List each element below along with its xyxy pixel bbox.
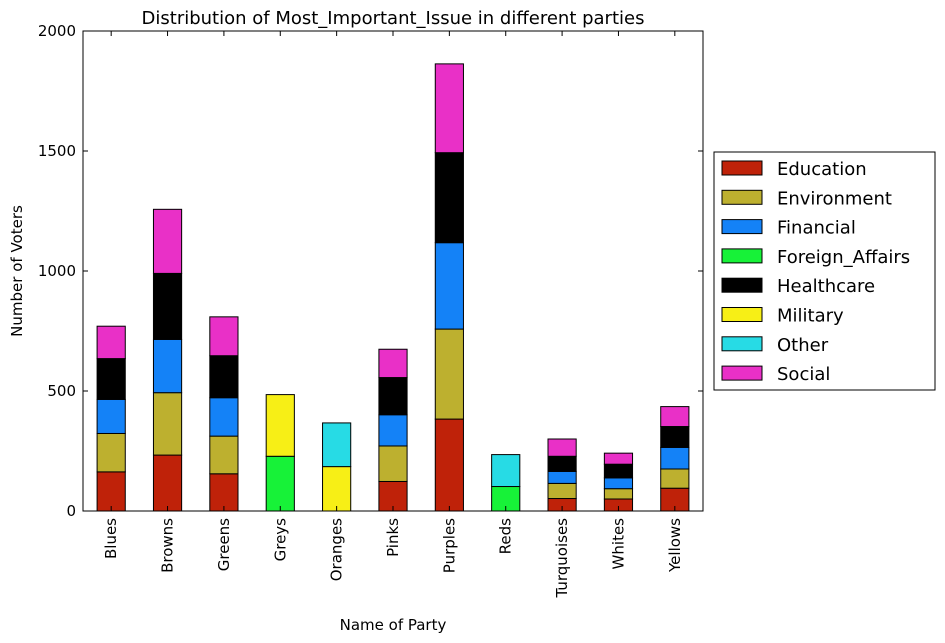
bar-segment — [434, 152, 464, 244]
bar-segment — [152, 272, 183, 340]
bar-segment — [209, 397, 239, 437]
bar-segment — [660, 468, 690, 489]
bar-segment — [547, 482, 577, 500]
bar-segment — [660, 426, 690, 448]
bar-segment — [265, 455, 295, 512]
bar-segment — [547, 470, 577, 484]
bar-segment — [152, 454, 183, 512]
bar-segment — [660, 446, 690, 470]
x-tick-label: Reds — [497, 518, 515, 554]
bar-segment — [96, 325, 126, 360]
legend-swatch — [721, 277, 763, 293]
bar-segment — [209, 473, 239, 512]
legend: Education Environment Financial Foreign_Aff… — [713, 151, 936, 391]
x-tick-label: Blues — [102, 518, 120, 559]
bar-segment — [96, 398, 126, 434]
bar-segment — [434, 242, 464, 330]
legend-swatch — [721, 248, 763, 264]
bar-segment — [603, 452, 634, 465]
bar-segment — [152, 338, 183, 394]
x-tick-label: Greys — [271, 518, 289, 562]
bar-segment — [378, 414, 408, 447]
ticks-group: 0 500 1000 1500 2000 Blues Browns Greens Greys Or… — [38, 22, 703, 599]
bar-segment — [603, 477, 634, 490]
bar-segment — [322, 466, 352, 512]
legend-label: Environment — [777, 188, 892, 209]
x-tick-label: Pinks — [384, 518, 402, 557]
x-tick-label: Oranges — [328, 518, 346, 581]
bar-segment — [322, 422, 352, 468]
legend-swatch — [721, 336, 763, 352]
legend-label: Social — [777, 364, 830, 385]
chart-title: Distribution of Most_Important_Issue in … — [142, 8, 645, 29]
y-tick-label: 2000 — [38, 22, 76, 40]
bar-segment — [152, 208, 183, 274]
legend-swatch — [721, 307, 763, 322]
x-tick-label: Whites — [609, 518, 627, 570]
legend-label: Military — [777, 306, 844, 327]
bar-segment — [434, 328, 464, 420]
x-tick-label: Browns — [159, 518, 177, 573]
x-axis-label: Name of Party — [340, 616, 447, 634]
legend-swatch — [721, 160, 763, 176]
plot-frame — [82, 30, 704, 512]
legend-label: Foreign_Affairs — [777, 247, 910, 268]
legend-label: Education — [777, 159, 867, 180]
y-tick-label: 500 — [47, 382, 76, 400]
legend-label: Financial — [777, 218, 856, 239]
bar-segment — [378, 445, 408, 482]
bar-segment — [96, 358, 126, 400]
bar-segment — [603, 488, 634, 500]
bar-segment — [434, 63, 464, 154]
bar-segment — [603, 463, 634, 479]
bar-segment — [209, 316, 239, 357]
x-tick-label: Greens — [215, 518, 233, 571]
bar-segment — [152, 392, 183, 456]
bar-segment — [209, 355, 239, 399]
legend-swatch — [721, 365, 763, 381]
bar-segment — [96, 432, 126, 473]
bar-segment — [434, 418, 464, 512]
y-tick-label: 1000 — [38, 262, 76, 280]
bar-segment — [96, 471, 126, 512]
legend-swatch — [721, 189, 763, 205]
y-tick-label: 1500 — [38, 142, 76, 160]
x-tick-label: Purples — [440, 518, 458, 573]
x-tick-label: Turquoises — [553, 518, 571, 599]
bars-group — [96, 63, 690, 512]
legend-label: Healthcare — [777, 276, 875, 297]
bar-segment — [660, 406, 690, 428]
bar-segment — [378, 377, 408, 416]
legend-swatch — [721, 219, 763, 235]
bar-segment — [547, 455, 577, 472]
bar-segment — [265, 394, 295, 457]
y-tick-label: 0 — [66, 502, 76, 520]
legend-label: Other — [777, 335, 829, 356]
bar-segment — [209, 435, 239, 475]
bar-segment — [491, 454, 521, 488]
bar-segment — [378, 348, 408, 379]
x-tick-label: Yellows — [666, 518, 684, 573]
bar-segment — [547, 438, 577, 457]
y-axis-label: Number of Voters — [8, 205, 26, 337]
